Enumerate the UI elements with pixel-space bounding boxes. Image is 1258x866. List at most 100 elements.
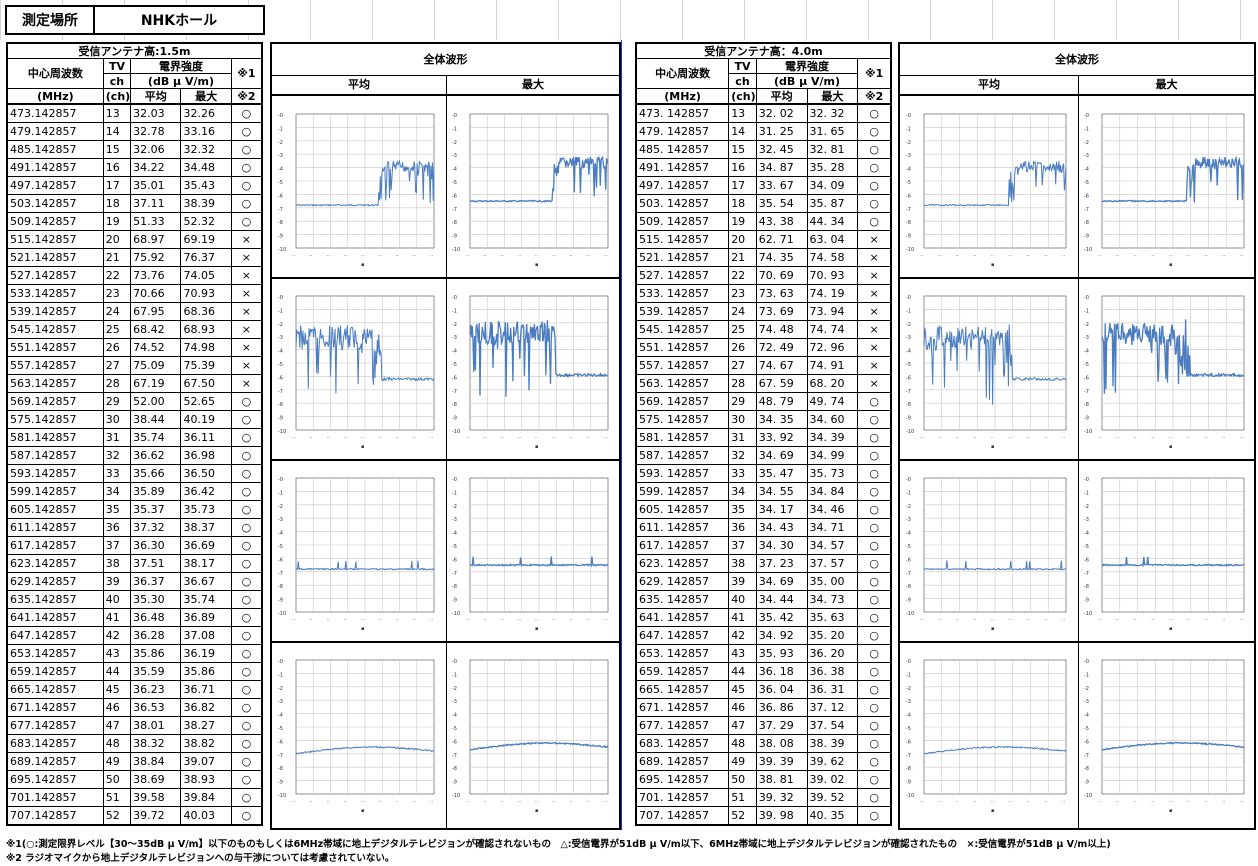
avg-value-cell: 51.33	[130, 212, 182, 231]
max-value-cell: 38.37	[180, 518, 232, 537]
freq-unit-header: (MHz)	[635, 88, 730, 105]
table-row: 503. 142857 18 35. 54 35. 87 ○	[635, 194, 892, 213]
avg-value-cell: 32.78	[130, 122, 182, 141]
svg-text:··: ··	[1240, 617, 1244, 623]
waveform-col-divider	[1078, 76, 1079, 828]
svg-text:-1: -1	[452, 672, 457, 678]
svg-text:-4: -4	[1084, 349, 1089, 355]
judge-cell: ○	[230, 140, 263, 159]
max-value-cell: 31. 65	[806, 122, 859, 141]
judge-cell: ○	[857, 698, 892, 717]
freq-cell: 617. 142857	[635, 536, 730, 555]
svg-text:-7: -7	[1084, 389, 1089, 395]
judge-cell: ○	[857, 788, 892, 807]
freq-cell: 611. 142857	[635, 518, 730, 537]
svg-text:··: ··	[344, 617, 348, 623]
judge-cell: ○	[230, 500, 263, 519]
svg-text:··: ··	[1240, 253, 1244, 259]
judge-cell: ○	[857, 572, 892, 591]
svg-text:-8: -8	[278, 766, 283, 772]
avg-value-cell: 73. 63	[755, 284, 808, 303]
svg-text:-5: -5	[1084, 180, 1089, 186]
max-value-cell: 34. 60	[806, 410, 859, 429]
svg-text:··: ··	[1205, 253, 1209, 259]
svg-text:-6: -6	[1084, 739, 1089, 745]
footnote-2: ※2 ラジオマイクから地上デジタルテレビジョンへの与干渉については考慮されていな…	[6, 853, 395, 864]
freq-cell: 689.142857	[6, 752, 104, 771]
svg-text:-1: -1	[278, 490, 283, 496]
judge-cell: ○	[857, 734, 892, 753]
svg-text:··: ··	[552, 435, 556, 441]
table-row: 659.142857 44 35.59 35.86 ○	[6, 662, 263, 681]
svg-text:··: ··	[1134, 799, 1138, 805]
channel-cell: 29	[728, 392, 757, 411]
table-row: 479. 142857 14 31. 25 31. 65 ○	[635, 122, 892, 141]
max-value-cell: 34. 84	[806, 482, 859, 501]
location-label: 測定場所	[7, 7, 95, 33]
freq-cell: 605.142857	[6, 500, 104, 519]
avg-value-cell: 35.30	[130, 590, 182, 609]
svg-text:-7: -7	[452, 389, 457, 395]
freq-cell: 533. 142857	[635, 284, 730, 303]
svg-text:··: ··	[501, 617, 505, 623]
location-box: 測定場所 NHKホール	[5, 5, 265, 35]
max-value-cell: 68.93	[180, 320, 232, 339]
max-value-cell: 36.69	[180, 536, 232, 555]
judge-cell: ○	[857, 482, 892, 501]
svg-text:-5: -5	[278, 362, 283, 368]
svg-text:··: ··	[396, 799, 400, 805]
svg-text:··: ··	[587, 799, 591, 805]
table-row: 473.142857 13 32.03 32.26 ○	[6, 103, 263, 123]
channel-cell: 22	[728, 266, 757, 285]
svg-text:··: ··	[518, 617, 522, 623]
avg-value-cell: 36.23	[130, 680, 182, 699]
avg-value-cell: 37.32	[130, 518, 182, 537]
svg-text:-1: -1	[1084, 490, 1089, 496]
freq-cell: 587. 142857	[635, 446, 730, 465]
svg-text:··: ··	[1222, 253, 1226, 259]
judge-cell: ○	[857, 176, 892, 195]
max-value-cell: 35. 73	[806, 464, 859, 483]
avg-value-cell: 34. 35	[755, 410, 808, 429]
avg-value-cell: 32.03	[130, 103, 182, 123]
judge-cell: ×	[230, 230, 263, 249]
judge-cell: ×	[857, 356, 892, 375]
freq-unit-header: (MHz)	[6, 88, 104, 105]
freq-cell: 503.142857	[6, 194, 104, 213]
freq-cell: 545.142857	[6, 320, 104, 339]
svg-text:▪: ▪	[1169, 262, 1172, 268]
svg-text:-1: -1	[1084, 672, 1089, 678]
max-value-cell: 52.65	[180, 392, 232, 411]
table-row: 581.142857 31 35.74 36.11 ○	[6, 428, 263, 447]
freq-cell: 671.142857	[6, 698, 104, 717]
svg-text:-0: -0	[1084, 477, 1089, 483]
waveform-avg-header: 平均	[900, 76, 1078, 96]
svg-text:-10: -10	[452, 793, 460, 799]
svg-text:··: ··	[991, 435, 995, 441]
svg-text:-4: -4	[278, 713, 283, 719]
channel-cell: 29	[102, 392, 132, 411]
svg-text:-5: -5	[278, 180, 283, 186]
freq-cell: 539.142857	[6, 302, 104, 321]
table-row: 485.142857 15 32.06 32.32 ○	[6, 140, 263, 159]
judge-cell: ○	[230, 518, 263, 537]
svg-text:··: ··	[587, 617, 591, 623]
freq-cell: 551.142857	[6, 338, 104, 357]
band-divider	[272, 277, 619, 279]
svg-text:-7: -7	[1084, 753, 1089, 759]
avg-value-cell: 38.84	[130, 752, 182, 771]
freq-cell: 575.142857	[6, 410, 104, 429]
table-row: 695.142857 50 38.69 38.93 ○	[6, 770, 263, 789]
max-value-cell: 34. 57	[806, 536, 859, 555]
svg-text:··: ··	[1098, 617, 1102, 623]
freq-cell: 629. 142857	[635, 572, 730, 591]
channel-cell: 49	[102, 752, 132, 771]
freq-cell: 653. 142857	[635, 644, 730, 663]
table-row: 509.142857 19 51.33 52.32 ○	[6, 212, 263, 231]
avg-value-cell: 34. 92	[755, 626, 808, 645]
svg-text:··: ··	[920, 799, 924, 805]
svg-text:-9: -9	[906, 780, 911, 786]
table-row: 653. 142857 43 35. 93 36. 20 ○	[635, 644, 892, 663]
svg-text:-8: -8	[1084, 402, 1089, 408]
table-row: 473. 142857 13 32. 02 32. 32 ○	[635, 103, 892, 123]
